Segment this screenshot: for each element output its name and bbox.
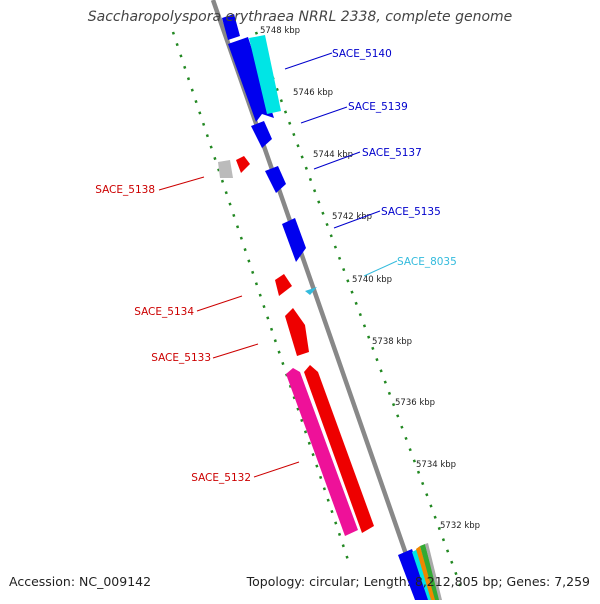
- tick-label-5736: 5736 kbp: [395, 398, 435, 408]
- leader-sace-5140: [284, 52, 333, 70]
- gene-sace-5133-shape: [285, 308, 309, 356]
- gene-label-sace-8035[interactable]: SACE_8035: [397, 256, 457, 268]
- leader-sace-5138: [158, 176, 205, 191]
- gene-bottom-orange: [416, 546, 436, 600]
- gene-label-sace-5139[interactable]: SACE_5139: [348, 101, 408, 113]
- tick-label-5744: 5744 kbp: [313, 150, 353, 160]
- gene-sace-5132-red-shape: [304, 365, 374, 533]
- outer-ring-features: [218, 14, 442, 600]
- leader-sace-5139: [300, 106, 348, 124]
- gene-label-sace-5134[interactable]: SACE_5134: [134, 306, 194, 318]
- gene-label-sace-5137[interactable]: SACE_5137: [362, 147, 422, 159]
- gene-sace-5138-red-shape: [236, 156, 250, 173]
- gene-cyan-shape: [249, 35, 281, 114]
- gene-label-sace-5140[interactable]: SACE_5140: [332, 48, 392, 60]
- outer-guide-line: [171, 31, 350, 561]
- gene-sace-5139-shape: [251, 121, 272, 148]
- leader-sace-8035: [363, 260, 398, 277]
- tick-label-5734: 5734 kbp: [416, 460, 456, 470]
- gene-label-sace-5138[interactable]: SACE_5138: [95, 184, 155, 196]
- gene-sace-5132-pink-shape: [286, 368, 358, 536]
- gene-sace-5140-shape: [228, 37, 274, 122]
- gene-blue-top: [222, 14, 240, 40]
- gene-sace-5135-shape: [282, 218, 306, 262]
- leader-sace-5135: [333, 210, 381, 229]
- gene-labels: SACE_5140 SACE_5139 SACE_5137 SACE_5138 …: [95, 48, 457, 484]
- leader-lines: [158, 52, 398, 478]
- gene-bottom-blue: [398, 549, 430, 600]
- tick-label-5746: 5746 kbp: [293, 88, 333, 98]
- gene-sace-5134-shape: [275, 274, 292, 296]
- gene-label-sace-5133[interactable]: SACE_5133: [151, 352, 211, 364]
- gene-sace-5138-grey-shape: [218, 160, 233, 178]
- tick-label-5748: 5748 kbp: [260, 26, 300, 36]
- gene-label-sace-5135[interactable]: SACE_5135: [381, 206, 441, 218]
- topology-text: Topology: circular; Length: 8,212,805 bp…: [246, 574, 590, 589]
- tick-label-5738: 5738 kbp: [372, 337, 412, 347]
- leader-sace-5133: [212, 343, 259, 359]
- gene-sace-8035-shape: [305, 287, 317, 295]
- gene-label-sace-5132[interactable]: SACE_5132: [191, 472, 251, 484]
- leader-sace-5132: [253, 461, 300, 478]
- genome-backbone: [210, 0, 425, 601]
- gene-sace-5137-shape: [265, 166, 286, 193]
- tick-label-5740: 5740 kbp: [352, 275, 392, 285]
- leader-sace-5134: [196, 295, 243, 312]
- gene-bottom-green: [420, 544, 440, 600]
- gene-bottom-grey: [425, 543, 442, 600]
- page-title: Saccharopolyspora erythraea NRRL 2338, c…: [87, 9, 513, 25]
- tick-label-5732: 5732 kbp: [440, 521, 480, 531]
- accession-text: Accession: NC_009142: [9, 574, 152, 589]
- tick-label-5742: 5742 kbp: [332, 212, 372, 222]
- kbp-ticks: 5748 kbp 5746 kbp 5744 kbp 5742 kbp 5740…: [260, 26, 480, 531]
- leader-sace-5137: [313, 151, 361, 170]
